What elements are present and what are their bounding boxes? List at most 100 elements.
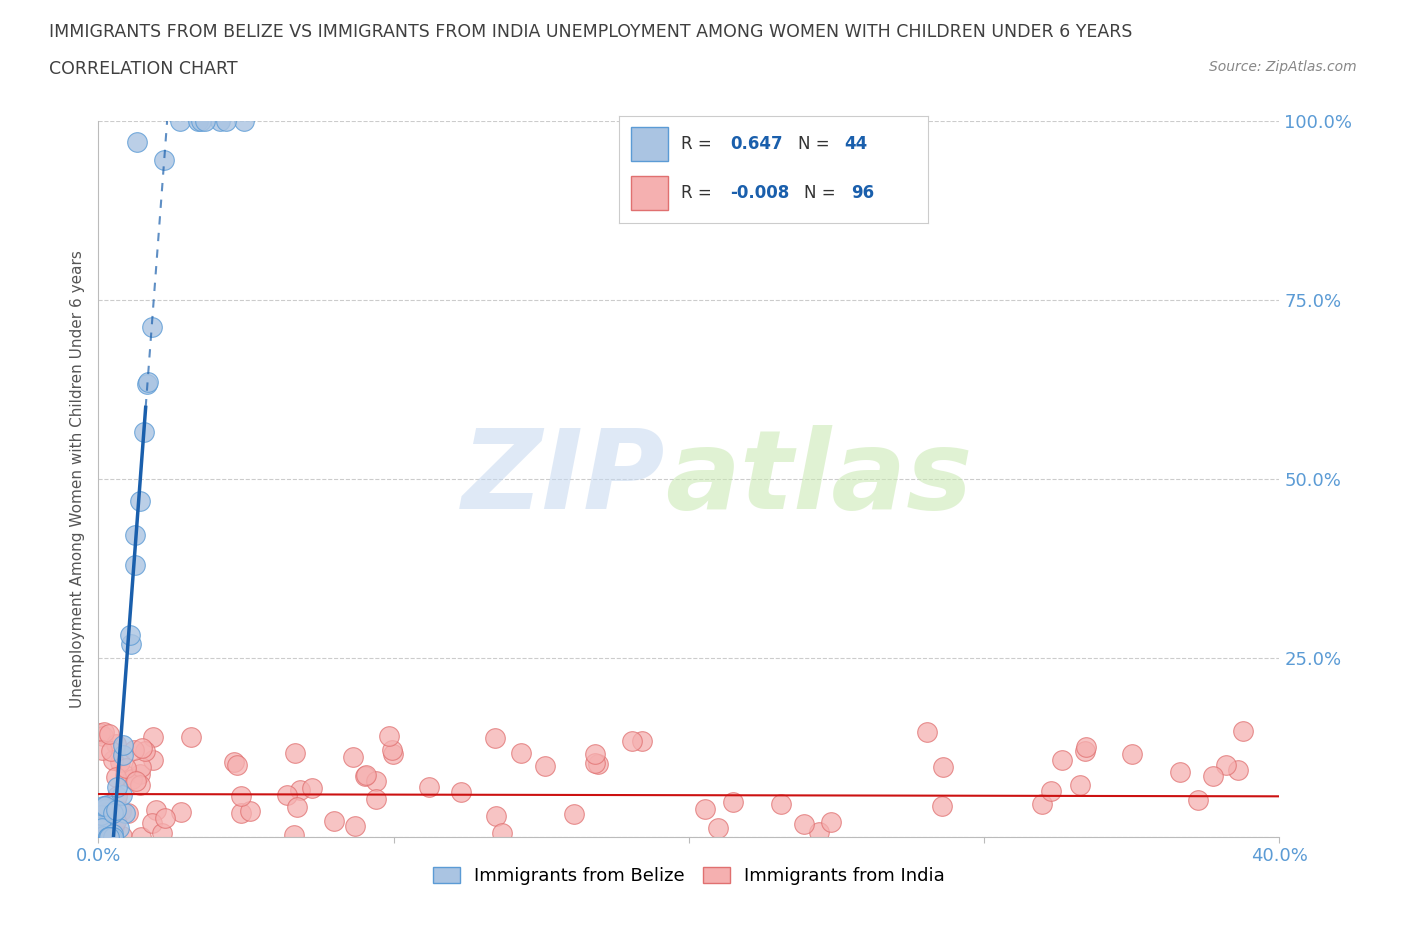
Point: [215, 113, 238, 128]
Point: [97, 830, 120, 844]
Point: [382, 746, 405, 761]
Point: [105, 803, 128, 817]
Point: [115, 761, 138, 776]
Text: R =: R =: [681, 135, 717, 153]
Text: 96: 96: [851, 184, 873, 202]
Point: [101, 811, 124, 826]
Point: [301, 780, 323, 795]
Y-axis label: Unemployment Among Women with Children Under 6 years: Unemployment Among Women with Children U…: [69, 250, 84, 708]
Point: [283, 828, 305, 843]
Point: [153, 153, 176, 167]
Point: [101, 805, 124, 820]
Point: [91, 829, 114, 844]
Point: [484, 731, 506, 746]
Point: [276, 787, 298, 802]
Point: [131, 741, 153, 756]
Point: [93, 818, 115, 833]
Point: [110, 829, 132, 844]
Point: [723, 794, 745, 809]
Text: 0.647: 0.647: [730, 135, 783, 153]
Point: [450, 785, 472, 800]
Point: [693, 802, 716, 817]
Point: [509, 746, 531, 761]
Point: [89, 819, 111, 834]
Point: [169, 113, 191, 128]
Point: [96, 805, 118, 820]
Point: [1168, 764, 1191, 779]
Point: [124, 557, 146, 572]
Point: [793, 817, 815, 831]
Point: [323, 814, 346, 829]
Point: [103, 830, 125, 844]
Point: [134, 744, 156, 759]
Point: [93, 724, 115, 739]
Point: [91, 728, 114, 743]
Point: [111, 748, 134, 763]
Point: [128, 767, 150, 782]
Point: [104, 814, 127, 829]
Point: [233, 113, 256, 128]
Point: [97, 830, 120, 844]
Legend: Immigrants from Belize, Immigrants from India: Immigrants from Belize, Immigrants from …: [426, 859, 952, 893]
Point: [145, 803, 167, 817]
Text: IMMIGRANTS FROM BELIZE VS IMMIGRANTS FROM INDIA UNEMPLOYMENT AMONG WOMEN WITH CH: IMMIGRANTS FROM BELIZE VS IMMIGRANTS FRO…: [49, 23, 1133, 41]
Point: [190, 113, 212, 128]
Point: [142, 752, 165, 767]
Point: [108, 820, 131, 835]
Point: [103, 827, 125, 842]
Point: [285, 799, 308, 814]
Point: [378, 729, 401, 744]
Point: [1202, 768, 1225, 783]
Point: [364, 774, 387, 789]
Point: [105, 789, 128, 804]
Point: [364, 791, 387, 806]
Point: [231, 789, 253, 804]
Point: [586, 756, 609, 771]
Point: [105, 779, 128, 794]
Point: [342, 750, 364, 764]
Point: [290, 783, 312, 798]
Text: ZIP: ZIP: [461, 425, 665, 533]
Point: [1040, 783, 1063, 798]
Point: [631, 734, 654, 749]
Point: [89, 822, 111, 837]
Point: [1074, 743, 1097, 758]
Point: [100, 743, 122, 758]
Point: [91, 820, 114, 835]
Bar: [631, 126, 668, 161]
Point: [103, 819, 125, 834]
Point: [820, 814, 842, 829]
Text: N =: N =: [799, 135, 835, 153]
Point: [1031, 797, 1053, 812]
Point: [491, 825, 513, 840]
Point: [1227, 763, 1250, 777]
Point: [1069, 777, 1091, 792]
Point: [150, 826, 173, 841]
Point: [1215, 758, 1237, 773]
Text: 44: 44: [845, 135, 868, 153]
Text: N =: N =: [804, 184, 841, 202]
Point: [583, 746, 606, 761]
Point: [915, 724, 938, 739]
Point: [105, 770, 128, 785]
Point: [91, 742, 114, 757]
Point: [118, 628, 141, 643]
Point: [807, 825, 830, 840]
Point: [1121, 747, 1143, 762]
Point: [381, 742, 404, 757]
Point: [91, 799, 114, 814]
Point: [101, 752, 124, 767]
Point: [125, 774, 148, 789]
Point: [187, 113, 209, 128]
Point: [94, 799, 117, 814]
Point: [94, 802, 117, 817]
Point: [418, 780, 440, 795]
Point: [110, 804, 132, 818]
Point: [769, 796, 792, 811]
Point: [96, 798, 118, 813]
Point: [354, 769, 377, 784]
Point: [1050, 752, 1073, 767]
Point: [97, 830, 120, 844]
Point: [136, 375, 159, 390]
Point: [194, 113, 217, 128]
